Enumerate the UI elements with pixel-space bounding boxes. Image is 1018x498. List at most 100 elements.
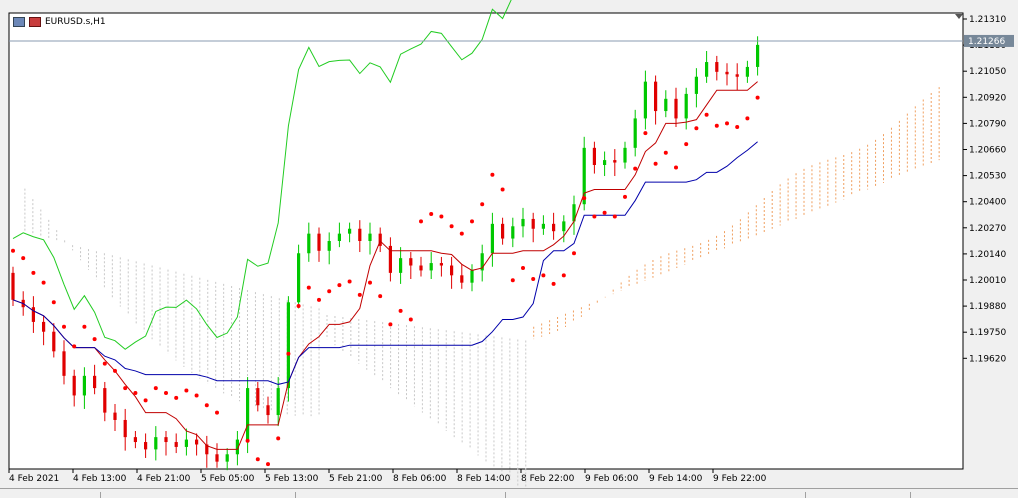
candle-body — [592, 147, 596, 165]
candle-body — [276, 388, 280, 416]
time-tick-label: 9 Feb 22:00 — [713, 474, 767, 484]
time-tick-label: 8 Feb 06:00 — [393, 474, 447, 484]
parabolic-sar-dot — [388, 322, 393, 327]
parabolic-sar-dot — [62, 324, 66, 329]
price-tick-label: 1.20790 — [969, 119, 1006, 129]
parabolic-sar-dot — [582, 196, 587, 201]
candle-body — [572, 204, 576, 222]
candle-body — [337, 233, 341, 241]
kijun-line — [12, 141, 758, 385]
parabolic-sar-dot — [480, 202, 485, 207]
candle-body — [450, 265, 454, 276]
candle-body — [307, 233, 311, 254]
candle-body — [694, 76, 698, 94]
parabolic-sar-dot — [215, 410, 219, 415]
parabolic-sar-dot — [266, 462, 270, 467]
status-divider — [910, 492, 911, 498]
price-tick-label: 1.19620 — [969, 354, 1006, 364]
candle-body — [93, 375, 97, 389]
symbol-title: EURUSD.s,H1 — [45, 17, 106, 27]
parabolic-sar-dot — [51, 300, 56, 305]
candle-body — [490, 223, 494, 254]
parabolic-sar-dot — [245, 438, 250, 443]
candle-body — [654, 81, 658, 112]
candle-body — [623, 147, 627, 163]
candle-body — [225, 454, 229, 462]
candle-body — [725, 71, 729, 75]
parabolic-sar-dot — [429, 212, 434, 217]
parabolic-sar-dot — [663, 150, 668, 155]
parabolic-sar-dot — [31, 270, 36, 275]
price-tick-label: 1.21310 — [969, 15, 1006, 25]
parabolic-sar-dot — [439, 214, 444, 219]
parabolic-sar-dot — [694, 126, 699, 131]
candle-body — [297, 253, 301, 303]
candle-body — [174, 442, 178, 447]
candle-body — [195, 439, 199, 445]
chart-title-bar: EURUSD.s,H1 — [13, 15, 106, 29]
candle-body — [674, 98, 678, 119]
candle-body — [133, 437, 137, 443]
candle-body — [164, 437, 168, 443]
parabolic-sar-dot — [714, 123, 719, 128]
time-tick-label: 4 Feb 13:00 — [73, 474, 127, 484]
parabolic-sar-dot — [153, 386, 158, 391]
candle-body — [745, 66, 749, 77]
parabolic-sar-dot — [317, 297, 321, 302]
parabolic-sar-dot — [204, 403, 209, 408]
parabolic-sar-dot — [612, 214, 617, 219]
time-tick-label: 9 Feb 06:00 — [585, 474, 639, 484]
parabolic-sar-dot — [327, 289, 332, 294]
parabolic-sar-dot — [174, 395, 179, 400]
parabolic-sar-dot — [347, 279, 352, 284]
candle-body — [31, 307, 35, 322]
parabolic-sar-dot — [164, 391, 168, 395]
candle-body — [735, 74, 739, 77]
candle-body — [154, 437, 158, 450]
candle-body — [266, 405, 270, 416]
candle-body — [562, 221, 566, 232]
parabolic-sar-dot — [541, 273, 546, 278]
parabolic-sar-dot — [368, 280, 372, 285]
parabolic-sar-dot — [72, 344, 77, 349]
parabolic-sar-dot — [602, 210, 607, 215]
indicator-list-icon[interactable] — [29, 17, 41, 27]
candle-body — [409, 258, 413, 266]
window-menu-icon[interactable] — [13, 17, 25, 27]
candle-body — [113, 412, 117, 420]
parabolic-sar-dot — [123, 386, 128, 391]
price-tick-label: 1.19750 — [969, 328, 1006, 338]
current-price-tag — [964, 34, 1014, 47]
parabolic-sar-dot — [357, 292, 362, 297]
candle-body — [480, 253, 484, 271]
parabolic-sar-dot — [459, 231, 464, 236]
candle-body — [603, 160, 607, 165]
chikou-line — [12, 0, 512, 350]
status-divider — [295, 492, 296, 498]
candle-body — [521, 218, 525, 227]
time-tick-label: 4 Feb 2021 — [9, 474, 59, 484]
candle-body — [378, 233, 382, 246]
candle-body — [541, 223, 545, 229]
parabolic-sar-dot — [296, 303, 301, 308]
current-price-label: 1.21266 — [968, 37, 1005, 47]
parabolic-sar-dot — [82, 324, 87, 329]
candle-body — [399, 258, 403, 273]
candle-body — [531, 218, 535, 229]
time-tick-label: 5 Feb 21:00 — [329, 474, 383, 484]
parabolic-sar-dot — [255, 457, 260, 462]
status-divider — [805, 492, 806, 498]
price-tick-label: 1.20530 — [969, 172, 1006, 182]
parabolic-sar-dot — [92, 337, 97, 342]
status-bar — [0, 488, 1018, 498]
candle-body — [11, 272, 15, 300]
time-tick-label: 9 Feb 14:00 — [649, 474, 703, 484]
parabolic-sar-dot — [500, 187, 505, 192]
parabolic-sar-dot — [623, 194, 627, 199]
time-tick-label: 5 Feb 05:00 — [201, 474, 255, 484]
candle-body — [42, 321, 46, 332]
price-tick-label: 1.20400 — [969, 198, 1006, 208]
candle-body — [501, 223, 505, 239]
